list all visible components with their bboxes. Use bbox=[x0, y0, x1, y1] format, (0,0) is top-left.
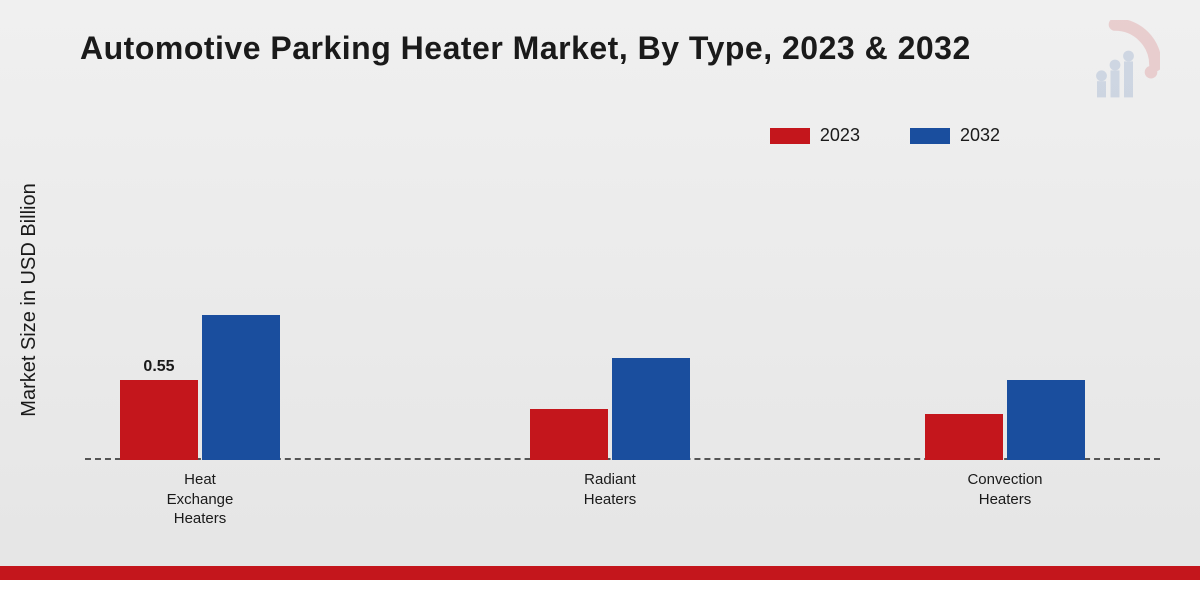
legend-item-2023: 2023 bbox=[770, 125, 860, 146]
legend-item-2032: 2032 bbox=[910, 125, 1000, 146]
bar-group-0: 0.55 HeatExchangeHeaters bbox=[120, 315, 280, 460]
footer-red-bar bbox=[0, 566, 1200, 580]
legend-swatch-2032 bbox=[910, 128, 950, 144]
chart-title: Automotive Parking Heater Market, By Typ… bbox=[80, 30, 971, 67]
bar-2023-convection bbox=[925, 414, 1003, 460]
bar-group-1: RadiantHeaters bbox=[530, 358, 690, 460]
legend-label-2023: 2023 bbox=[820, 125, 860, 146]
category-label-0: HeatExchangeHeaters bbox=[100, 460, 300, 529]
chart-legend: 2023 2032 bbox=[770, 125, 1000, 146]
bar-2032-radiant bbox=[612, 358, 690, 460]
legend-swatch-2023 bbox=[770, 128, 810, 144]
footer-white-bar bbox=[0, 580, 1200, 600]
chart-plot-area: 0.55 HeatExchangeHeaters RadiantHeaters … bbox=[85, 170, 1160, 460]
legend-label-2032: 2032 bbox=[960, 125, 1000, 146]
bar-2032-convection bbox=[1007, 380, 1085, 460]
y-axis-label: Market Size in USD Billion bbox=[18, 183, 41, 416]
bar-group-2: ConvectionHeaters bbox=[925, 380, 1085, 460]
bar-2032-heat-exchange bbox=[202, 315, 280, 460]
bar-2023-heat-exchange bbox=[120, 380, 198, 460]
category-label-1: RadiantHeaters bbox=[510, 460, 710, 509]
category-label-2: ConvectionHeaters bbox=[905, 460, 1105, 509]
bar-2023-radiant bbox=[530, 409, 608, 460]
brand-logo bbox=[1070, 20, 1160, 110]
bar-value-label: 0.55 bbox=[120, 358, 198, 380]
